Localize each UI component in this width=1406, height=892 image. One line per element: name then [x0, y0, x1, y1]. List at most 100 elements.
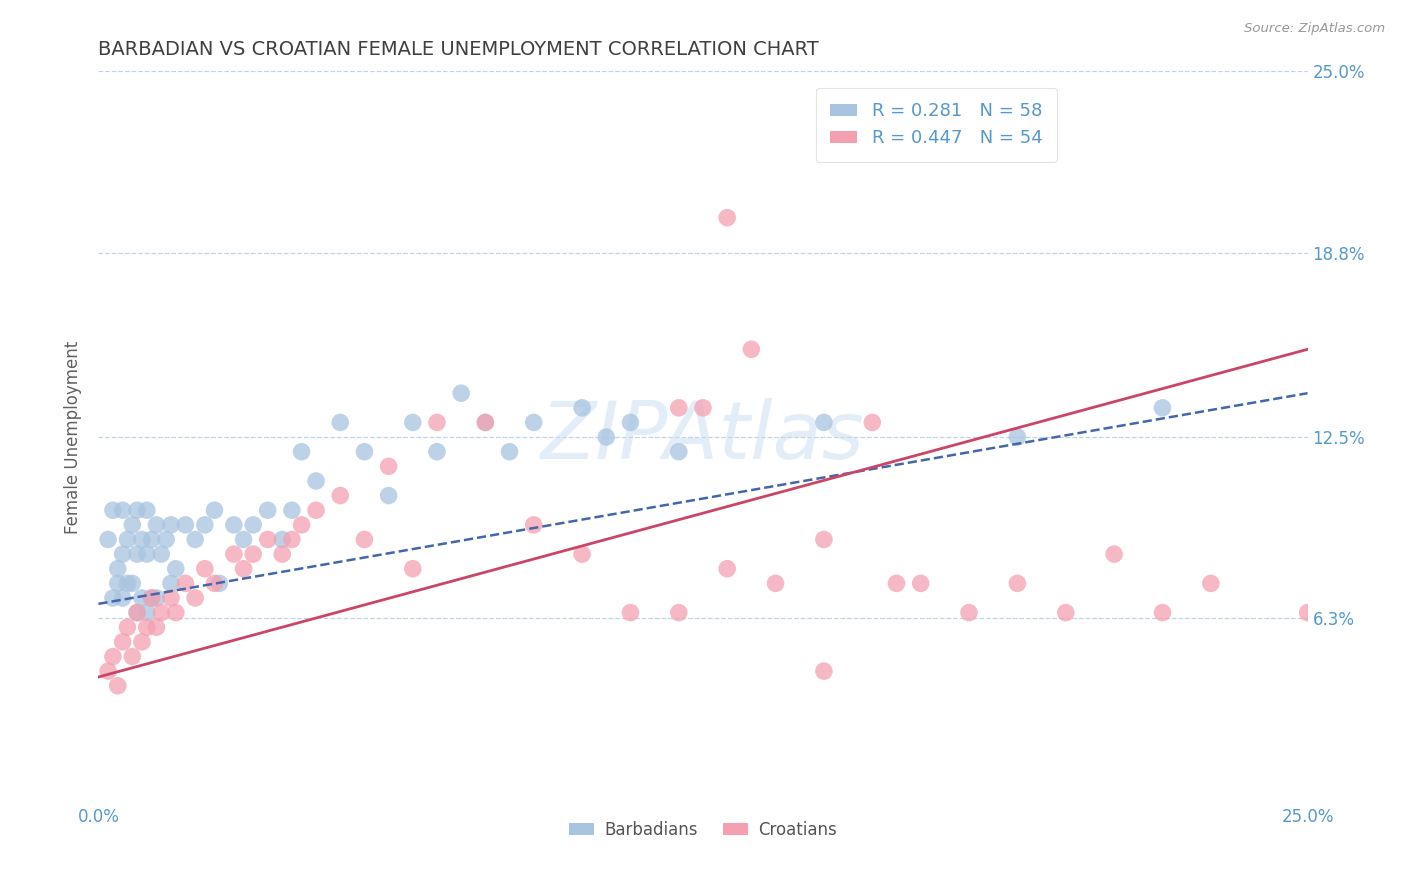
Text: Source: ZipAtlas.com: Source: ZipAtlas.com — [1244, 22, 1385, 36]
Point — [101, 591, 124, 605]
Point — [1152, 606, 1174, 620]
Point — [957, 606, 980, 620]
Point — [145, 517, 167, 532]
Text: ZIPAtlas: ZIPAtlas — [541, 398, 865, 476]
Point — [571, 547, 593, 561]
Point — [523, 416, 546, 430]
Point — [222, 517, 245, 532]
Point — [135, 503, 157, 517]
Point — [121, 649, 143, 664]
Legend: Barbadians, Croatians: Barbadians, Croatians — [562, 814, 844, 846]
Point — [1054, 606, 1077, 620]
Point — [194, 562, 217, 576]
Point — [145, 591, 167, 605]
Point — [271, 533, 294, 547]
Point — [1007, 430, 1029, 444]
Point — [1199, 576, 1222, 591]
Point — [174, 576, 197, 591]
Point — [155, 533, 177, 547]
Point — [131, 591, 153, 605]
Point — [619, 606, 641, 620]
Point — [204, 503, 226, 517]
Point — [111, 547, 134, 561]
Point — [668, 401, 690, 415]
Point — [160, 576, 183, 591]
Point — [813, 664, 835, 678]
Point — [305, 474, 328, 488]
Point — [131, 635, 153, 649]
Point — [141, 533, 163, 547]
Point — [242, 517, 264, 532]
Point — [619, 416, 641, 430]
Point — [290, 517, 312, 532]
Point — [101, 503, 124, 517]
Point — [498, 444, 520, 458]
Point — [256, 503, 278, 517]
Point — [353, 533, 375, 547]
Point — [402, 416, 425, 430]
Point — [256, 533, 278, 547]
Point — [111, 591, 134, 605]
Point — [141, 591, 163, 605]
Point — [145, 620, 167, 634]
Point — [1296, 606, 1319, 620]
Point — [232, 533, 254, 547]
Point — [194, 517, 217, 532]
Point — [1102, 547, 1125, 561]
Point — [131, 533, 153, 547]
Point — [222, 547, 245, 561]
Point — [242, 547, 264, 561]
Point — [160, 591, 183, 605]
Point — [135, 547, 157, 561]
Point — [150, 547, 173, 561]
Point — [377, 459, 399, 474]
Point — [692, 401, 714, 415]
Point — [571, 401, 593, 415]
Point — [1152, 401, 1174, 415]
Point — [474, 416, 496, 430]
Point — [765, 576, 787, 591]
Point — [329, 416, 352, 430]
Point — [377, 489, 399, 503]
Point — [135, 620, 157, 634]
Point — [174, 517, 197, 532]
Point — [886, 576, 908, 591]
Point — [160, 517, 183, 532]
Point — [523, 517, 546, 532]
Point — [426, 416, 449, 430]
Point — [281, 533, 304, 547]
Point — [107, 562, 129, 576]
Point — [204, 576, 226, 591]
Point — [450, 386, 472, 401]
Point — [111, 503, 134, 517]
Point — [127, 606, 149, 620]
Point — [107, 679, 129, 693]
Point — [184, 533, 207, 547]
Point — [165, 562, 187, 576]
Point — [135, 606, 157, 620]
Point — [111, 635, 134, 649]
Point — [668, 444, 690, 458]
Point — [232, 562, 254, 576]
Point — [305, 503, 328, 517]
Point — [813, 533, 835, 547]
Point — [595, 430, 617, 444]
Point — [141, 591, 163, 605]
Point — [121, 517, 143, 532]
Point — [208, 576, 231, 591]
Point — [426, 444, 449, 458]
Point — [1007, 576, 1029, 591]
Point — [127, 503, 149, 517]
Y-axis label: Female Unemployment: Female Unemployment — [65, 341, 83, 533]
Point — [271, 547, 294, 561]
Point — [290, 444, 312, 458]
Point — [860, 416, 883, 430]
Point — [117, 576, 139, 591]
Point — [716, 211, 738, 225]
Point — [121, 576, 143, 591]
Point — [184, 591, 207, 605]
Point — [101, 649, 124, 664]
Point — [402, 562, 425, 576]
Point — [281, 503, 304, 517]
Point — [813, 416, 835, 430]
